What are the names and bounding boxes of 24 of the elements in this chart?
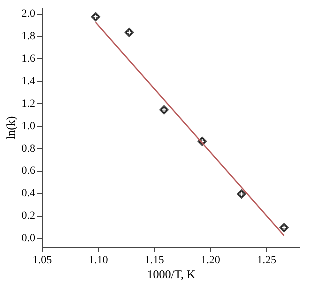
- x-tick-label: 1.15: [145, 254, 165, 266]
- y-tick-label: 1.6: [22, 52, 36, 65]
- point: [91, 12, 100, 22]
- x-axis-title: 1000/T, K: [147, 268, 196, 282]
- x-tick-label: 1.10: [88, 254, 109, 266]
- y-tick-label: 0.4: [22, 188, 36, 200]
- y-tick-label: 2.0: [22, 8, 36, 20]
- point: [237, 190, 246, 199]
- x-tick-label: 1.05: [32, 254, 53, 266]
- y-tick-label: 1.0: [22, 120, 36, 132]
- y-tick-label: 1.4: [22, 75, 36, 88]
- y-tick-label: 1.2: [22, 98, 36, 110]
- point: [160, 105, 169, 115]
- y-tick-label: 0.0: [22, 232, 36, 245]
- point: [124, 28, 134, 38]
- y-tick-label: 0.8: [22, 142, 36, 155]
- y-tick-label: 0.2: [22, 210, 36, 222]
- point: [198, 136, 208, 146]
- y-axis-title: ln(k): [4, 116, 18, 140]
- x-tick-label: 1.25: [257, 254, 277, 266]
- y-tick-label: 1.8: [22, 30, 36, 43]
- y-tick-label: 0.6: [22, 165, 36, 178]
- point: [280, 223, 289, 233]
- x-tick-label: 1.20: [201, 254, 221, 266]
